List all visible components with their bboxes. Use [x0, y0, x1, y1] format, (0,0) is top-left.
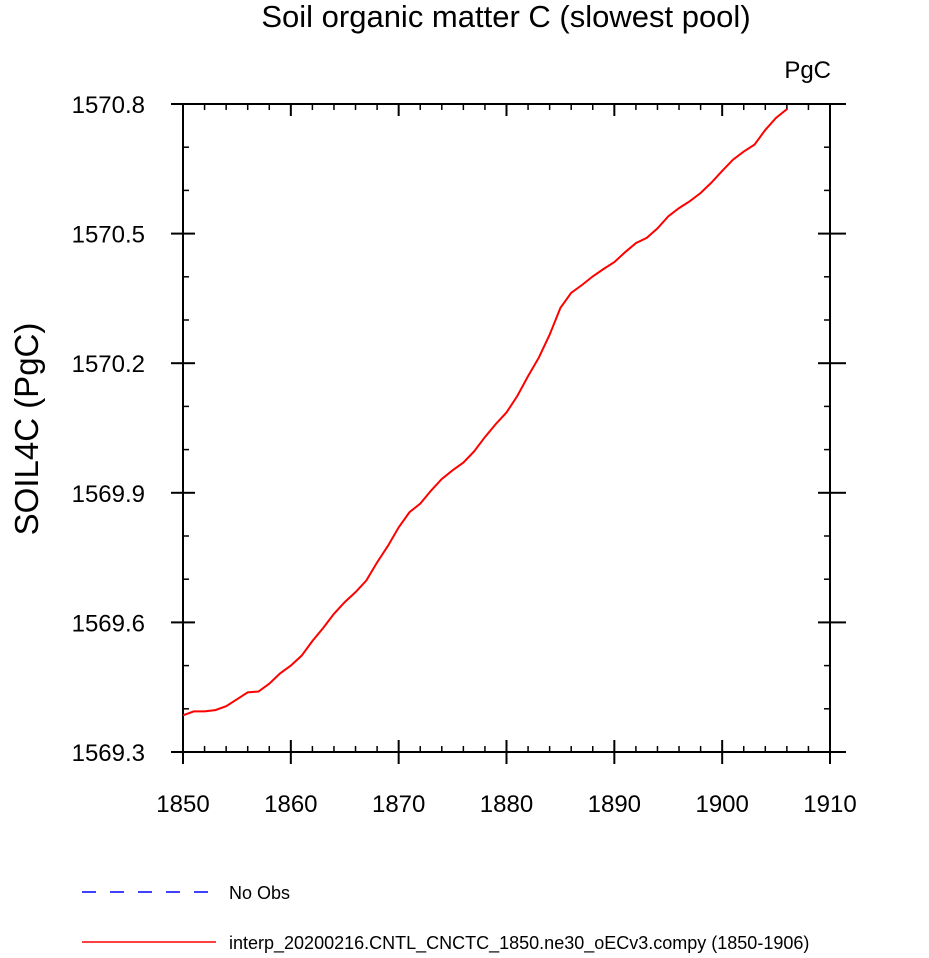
x-tick-label: 1900 [695, 791, 748, 818]
x-tick-label: 1910 [803, 791, 856, 818]
y-tick-label: 1570.2 [72, 351, 145, 378]
y-tick-label: 1570.8 [72, 92, 145, 119]
legend-label: No Obs [229, 883, 290, 903]
legend: No Obs interp_20200216.CNTL_CNCTC_1850.ne… [82, 883, 809, 954]
axis-ticks [171, 103, 846, 764]
y-tick-label: 1569.6 [72, 610, 145, 637]
x-tick-label: 1850 [156, 791, 209, 818]
units-label: PgC [784, 57, 831, 84]
axis-tick-labels: 1850 1860 1870 1880 1890 1900 1910 1569.3 1569.6… [72, 92, 857, 818]
plot-frame [182, 103, 831, 753]
x-tick-label: 1890 [588, 791, 641, 818]
legend-label: interp_20200216.CNTL_CNCTC_1850.ne30_oEC… [229, 933, 809, 954]
series-line [182, 108, 788, 717]
data-lines [182, 108, 788, 717]
y-axis-label: SOIL4C (PgC) [8, 323, 45, 536]
y-tick-label: 1569.9 [72, 481, 145, 508]
y-tick-label: 1569.3 [72, 740, 145, 767]
x-tick-label: 1860 [264, 791, 317, 818]
chart-title: Soil organic matter C (slowest pool) [261, 0, 750, 34]
x-tick-label: 1870 [372, 791, 425, 818]
y-tick-label: 1570.5 [72, 222, 145, 249]
x-tick-label: 1880 [480, 791, 533, 818]
